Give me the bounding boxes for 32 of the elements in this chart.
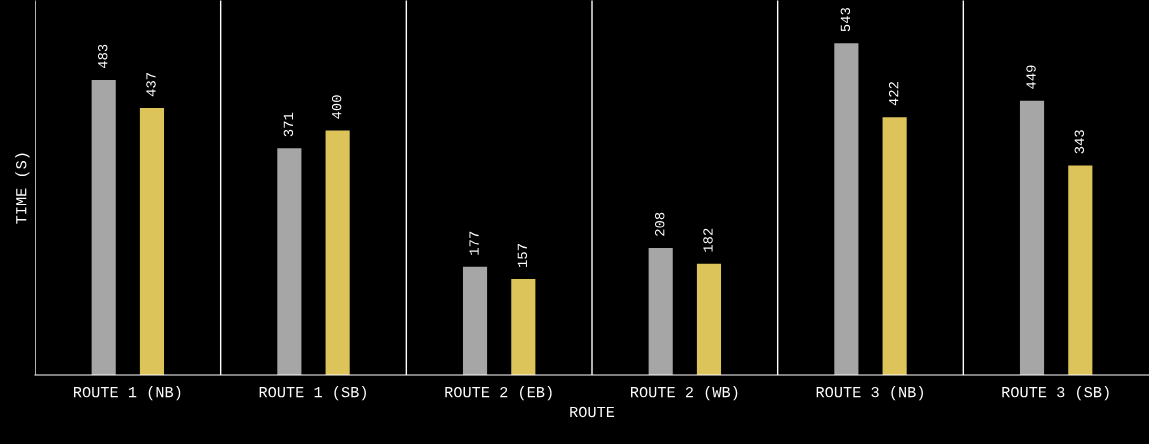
x-tick-label: ROUTE 3 (NB) — [816, 386, 923, 401]
bar — [648, 247, 673, 375]
bar — [882, 117, 907, 375]
data-label: 422 — [888, 82, 899, 106]
data-label: 483 — [98, 44, 108, 69]
x-tick-label: ROUTE 2 (EB) — [445, 386, 552, 401]
x-tick-label: ROUTE 1 (SB) — [259, 386, 366, 401]
data-label: 449 — [1026, 65, 1036, 89]
bar — [834, 43, 859, 375]
bar — [91, 79, 116, 375]
x-tick-label: ROUTE 2 (WB) — [631, 386, 738, 401]
data-label: 157 — [517, 244, 528, 267]
x-axis-title: ROUTE — [570, 406, 615, 418]
y-axis-title: TIME (S) — [15, 153, 30, 224]
bar — [325, 130, 350, 375]
data-label: 343 — [1074, 130, 1085, 154]
bar — [277, 148, 302, 375]
data-label: 182 — [703, 228, 713, 252]
bar — [1019, 100, 1045, 375]
bar — [139, 107, 165, 375]
data-label: 371 — [283, 112, 294, 137]
data-label: 208 — [655, 212, 665, 236]
data-label: 543 — [840, 7, 851, 32]
bar — [462, 266, 488, 375]
bar — [696, 263, 722, 375]
x-tick-label: ROUTE 3 (SB) — [1002, 386, 1109, 401]
bar — [1068, 165, 1093, 375]
data-label: 400 — [331, 95, 342, 119]
x-tick-label: ROUTE 1 (NB) — [74, 386, 181, 401]
bar — [511, 279, 536, 375]
data-label: 177 — [469, 231, 479, 255]
data-label: 437 — [146, 72, 156, 97]
